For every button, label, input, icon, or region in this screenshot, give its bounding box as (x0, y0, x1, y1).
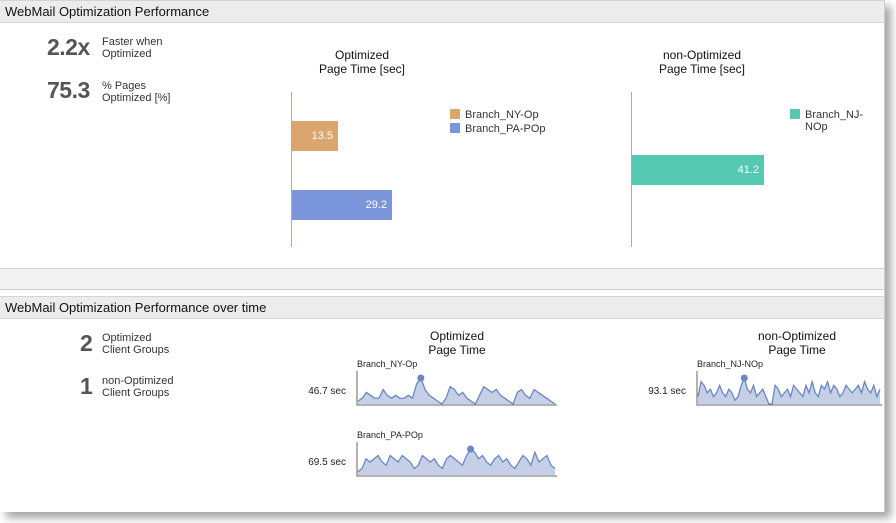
legend-swatch-pa (450, 123, 460, 133)
spark-nj-axis (696, 371, 882, 406)
legend-swatch-nj (790, 109, 800, 119)
spark-ny-value: 46.7 sec (308, 386, 346, 397)
spark-nj-chart[interactable] (696, 371, 882, 406)
spark-ny-name: Branch_NY-Op (357, 359, 418, 369)
chart-nonoptimized-title-line2: Page Time [sec] (658, 62, 746, 76)
optimized-bar-label-1: 29.2 (365, 199, 387, 211)
section-header-performance: WebMail Optimization Performance (0, 0, 884, 23)
dashboard-frame: WebMail Optimization Performance 2.2x Fa… (0, 0, 885, 512)
spark-ny-peak-marker (417, 374, 425, 382)
spark-pa-area (358, 449, 555, 475)
spark-pa-chart[interactable] (356, 442, 557, 477)
legend-label-pa[interactable]: Branch_PA-POp (465, 123, 546, 135)
chart-optimized-title: Optimized Page Time [sec] (297, 48, 427, 76)
spark-nj-value: 93.1 sec (648, 386, 686, 397)
spark-nonoptimized-title-line1: non-Optimized (757, 329, 837, 343)
spark-ny-axis (356, 371, 557, 406)
optimized-bar-0[interactable]: 13.5 (292, 121, 338, 151)
kpi-pages-value: 75.3 (47, 77, 90, 103)
chart-optimized-axis (291, 92, 292, 247)
spark-pa-line (357, 448, 556, 473)
nonoptimized-bar-label-0: 41.2 (737, 164, 759, 176)
chart-nonoptimized-title-line1: non-Optimized (662, 48, 742, 62)
chart-optimized-title-line1: Optimized (334, 48, 390, 62)
spark-optimized-title-line1: Optimized (429, 329, 485, 343)
legend-swatch-ny (450, 109, 460, 119)
kpi-faster-label-line2: Optimized (102, 48, 152, 60)
spark-nj-peak-marker (740, 374, 748, 382)
spark-ny-area (358, 378, 555, 404)
legend-label-nj[interactable]: Branch_NJ-NOp (805, 109, 864, 133)
kpi-optimized-groups-label: Optimized Client Groups (102, 332, 169, 356)
optimized-bar-1[interactable]: 29.2 (292, 190, 392, 220)
kpi-faster-value: 2.2x (47, 34, 90, 60)
kpi-nonoptimized-groups-label: non-Optimized Client Groups (102, 375, 174, 399)
spark-pa-peak-marker (467, 445, 475, 453)
section-title: WebMail Optimization Performance (5, 4, 210, 19)
spark-pa-value: 69.5 sec (308, 457, 346, 468)
kpi-optimized-groups-label-line1: Optimized (102, 332, 152, 344)
spark-nonoptimized-title: non-Optimized Page Time (732, 329, 862, 357)
spark-nj-line (697, 376, 881, 405)
chart-nonoptimized-title: non-Optimized Page Time [sec] (637, 48, 767, 76)
optimized-bar-label-0: 13.5 (311, 130, 333, 142)
spark-nj-name: Branch_NJ-NOp (697, 359, 764, 369)
spark-ny-chart[interactable] (356, 371, 557, 406)
spark-optimized-title-line2: Page Time (428, 343, 486, 357)
section-separator (0, 268, 884, 290)
kpi-pages-label-line1: % Pages (102, 80, 147, 92)
chart-optimized-title-line2: Page Time [sec] (318, 62, 406, 76)
section-title-over-time: WebMail Optimization Performance over ti… (5, 300, 267, 315)
kpi-pages-label-line2: Optimized [%] (102, 92, 171, 104)
legend-label-ny[interactable]: Branch_NY-Op (465, 109, 539, 121)
nonoptimized-bar-0[interactable]: 41.2 (632, 155, 764, 185)
kpi-optimized-groups-label-line2: Client Groups (102, 344, 170, 356)
kpi-optimized-groups-value: 2 (80, 330, 93, 356)
spark-pa-name: Branch_PA-POp (357, 430, 423, 440)
kpi-nonoptimized-groups-label-line2: Client Groups (102, 387, 170, 399)
spark-pa-axis (356, 442, 557, 477)
spark-nj-area (698, 378, 880, 404)
kpi-faster-label-line1: Faster when (102, 36, 163, 48)
spark-optimized-title: Optimized Page Time (392, 329, 522, 357)
kpi-nonoptimized-groups-value: 1 (80, 373, 93, 399)
kpi-faster-label: Faster when Optimized (102, 36, 163, 60)
spark-ny-line (357, 376, 556, 406)
chart-nonoptimized-axis (631, 92, 632, 247)
section-header-over-time: WebMail Optimization Performance over ti… (0, 296, 884, 319)
kpi-nonoptimized-groups-label-line1: non-Optimized (102, 375, 174, 387)
spark-nonoptimized-title-line2: Page Time (768, 343, 826, 357)
kpi-pages-label: % Pages Optimized [%] (102, 80, 170, 104)
